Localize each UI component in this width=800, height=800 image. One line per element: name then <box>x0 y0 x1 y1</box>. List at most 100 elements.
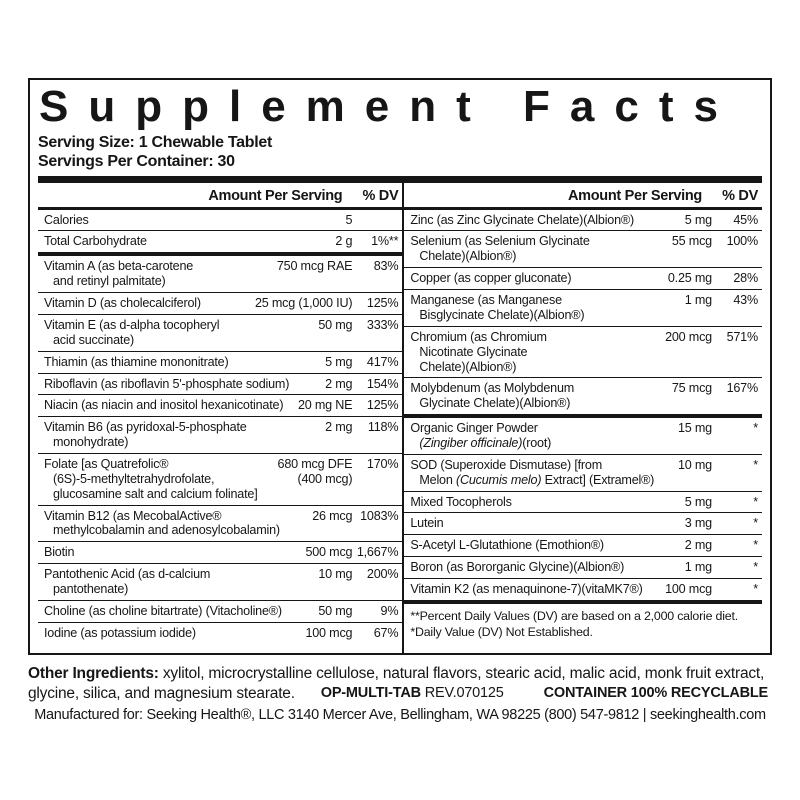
table-row: Vitamin K2 (as menaquinone-7)(vitaMK7®) 1… <box>404 579 762 604</box>
serving-size: Serving Size: 1 Chewable Tablet <box>38 133 273 151</box>
nutrient-name: Vitamin K2 (as menaquinone-7)(vitaMK7®) <box>410 581 643 596</box>
amount-value: 3 mg <box>684 516 712 531</box>
amount-value: 26 mcg <box>312 508 353 523</box>
table-row: Vitamin B12 (as MecobalActive® methylcob… <box>38 506 403 543</box>
amount-value: 100 mcg <box>665 581 712 596</box>
table-row: Molybdenum (as Molybdenum Glycinate Chel… <box>404 378 762 419</box>
table-row: S-Acetyl L-Glutathione (Emothion®) 2 mg * <box>404 535 762 558</box>
amount-per-serving-header: Amount Per Serving <box>567 187 702 204</box>
dv-value: 45% <box>733 212 758 227</box>
nutrient-name: Chromium (as Chromium Nicotinate Glycina… <box>410 329 547 374</box>
nutrient-name-part: Extract] (Extramel®) <box>541 472 655 487</box>
amount-value: 2 mg <box>684 538 712 553</box>
nutrient-name: Manganese (as Manganese Bisglycinate Che… <box>410 293 585 322</box>
table-row: Riboflavin (as riboflavin 5'-phosphate s… <box>38 374 403 396</box>
dv-value: 125% <box>366 296 399 311</box>
nutrient-name: Iodine (as potassium iodide) <box>44 625 196 640</box>
right-mineral-rows: Zinc (as Zinc Glycinate Chelate)(Albion®… <box>404 210 762 419</box>
dv-value: 333% <box>366 317 399 332</box>
nutrient-name: Biotin <box>44 545 75 560</box>
amount-value: 200 mcg <box>665 329 712 344</box>
dv-value: 154% <box>366 376 399 391</box>
table-row: Organic Ginger Powder (Zingiber officina… <box>404 418 762 455</box>
table-row: Vitamin A (as beta-carotene and retinyl … <box>38 256 403 294</box>
nutrient-name-part: (Zingiber officinale) <box>419 435 523 450</box>
table-row: Biotin 500 mcg 1,667% <box>38 542 403 565</box>
amount-value: 25 mcg (1,000 IU) <box>254 296 353 311</box>
product-meta-line: OP-MULTI-TAB REV.070125 CONTAINER 100% R… <box>28 685 772 701</box>
table-row: SOD (Superoxide Dismutase) [from Melon (… <box>404 455 762 492</box>
dv-value: * <box>753 581 758 596</box>
nutrient-name: Pantothenic Acid (as d-calcium pantothen… <box>44 567 211 596</box>
nutrient-name: S-Acetyl L-Glutathione (Emothion®) <box>410 538 604 553</box>
nutrient-name: Vitamin B6 (as pyridoxal-5-phosphate mon… <box>44 420 247 450</box>
amount-value: 5 mg <box>684 494 712 509</box>
section-divider-bar <box>38 175 762 183</box>
nutrient-name-part: (Cucumis melo) <box>455 472 542 487</box>
amount-value: 1 mg <box>684 293 712 308</box>
table-row: Iodine (as potassium iodide) 100 mcg 67% <box>38 623 402 644</box>
nutrient-name: Organic Ginger Powder (Zingiber officina… <box>410 421 672 451</box>
nutrient-name: Niacin (as niacin and inositol hexanicot… <box>44 398 284 413</box>
nutrient-name: Vitamin E (as d-alpha tocopheryl acid su… <box>44 317 220 347</box>
amount-value: 2 mg <box>325 420 353 435</box>
dv-value: 67% <box>373 625 399 640</box>
dv-footnote: **Percent Daily Values (DV) are based on… <box>404 604 762 644</box>
nutrient-name: Zinc (as Zinc Glycinate Chelate)(Albion®… <box>410 212 634 227</box>
footnote-line-2: *Daily Value (DV) Not Established. <box>410 624 593 639</box>
nutrient-name: Copper (as copper gluconate) <box>410 271 572 286</box>
nutrient-name: Vitamin A (as beta-carotene and retinyl … <box>44 259 194 289</box>
table-row: Vitamin E (as d-alpha tocopheryl acid su… <box>38 315 403 352</box>
left-column-header: Amount Per Serving % DV <box>38 183 403 210</box>
supplement-facts-panel: Supplement Facts Serving Size: 1 Chewabl… <box>28 78 772 655</box>
amount-value: 750 mcg RAE <box>276 259 353 274</box>
product-code-group: OP-MULTI-TAB REV.070125 <box>321 685 504 701</box>
right-column-header: Amount Per Serving % DV <box>404 183 762 210</box>
left-rows: Calories 5 Total Carbohydrate 2 g 1%** Vitami… <box>38 210 403 644</box>
table-row: Pantothenic Acid (as d-calcium pantothen… <box>38 564 403 601</box>
nutrient-name-part: SOD (Superoxide Dismutase) [from Melon <box>410 457 603 487</box>
nutrient-name: SOD (Superoxide Dismutase) [from Melon (… <box>410 458 672 488</box>
nutrient-name-part: Organic Ginger Powder <box>410 421 538 436</box>
amount-value: 15 mg <box>677 421 712 436</box>
amount-value: 50 mg <box>318 603 353 618</box>
dv-value: 125% <box>366 398 399 413</box>
amount-value: 20 mg NE <box>297 398 353 413</box>
dv-value: * <box>753 516 758 531</box>
manufacturer-line: Manufactured for: Seeking Health®, LLC 3… <box>34 706 766 723</box>
dv-value: * <box>753 494 758 509</box>
table-row: Choline (as choline bitartrate) (Vitacho… <box>38 601 403 623</box>
table-row: Zinc (as Zinc Glycinate Chelate)(Albion®… <box>404 210 762 232</box>
revision-number: REV.070125 <box>424 684 504 701</box>
table-row: Manganese (as Manganese Bisglycinate Che… <box>404 290 762 327</box>
amount-value: 5 <box>345 212 353 227</box>
dv-value: 417% <box>366 354 399 369</box>
amount-value: 75 mcg <box>671 381 712 396</box>
amount-value: 10 mg <box>677 457 712 472</box>
table-row: Folate [as Quatrefolic® (6S)-5-methyltet… <box>38 454 403 506</box>
dv-value: 100% <box>726 234 759 249</box>
amount-value: 50 mg <box>318 317 353 332</box>
dv-value: 200% <box>366 567 399 582</box>
dv-header: % DV <box>722 187 758 204</box>
other-ingredients: Other Ingredients: xylitol, microcrystal… <box>28 664 772 705</box>
table-row: Total Carbohydrate 2 g 1%** <box>38 231 403 257</box>
dv-value: 28% <box>733 271 758 286</box>
amount-value: 5 mg <box>684 212 712 227</box>
other-ingredients-label: Other Ingredients: <box>28 665 159 682</box>
dv-value: 571% <box>726 329 759 344</box>
dv-value: 83% <box>373 259 399 274</box>
dv-value: 170% <box>366 456 399 471</box>
dv-value: * <box>753 457 758 472</box>
nutrient-name: Boron (as Bororganic Glycine)(Albion®) <box>410 560 625 575</box>
dv-value: * <box>753 560 758 575</box>
product-code: OP-MULTI-TAB <box>320 684 421 701</box>
nutrient-name: Selenium (as Selenium Glycinate Chelate)… <box>410 234 590 264</box>
amount-value: 10 mg <box>318 567 353 582</box>
nutrient-name: Molybdenum (as Molybdenum Glycinate Chel… <box>410 381 575 411</box>
amount-value: 680 mcg DFE (400 mcg) <box>277 456 353 486</box>
nutrient-name: Vitamin D (as cholecalciferol) <box>44 296 201 311</box>
table-row: Boron (as Bororganic Glycine)(Albion®) 1 … <box>404 557 762 579</box>
amount-value: 1 mg <box>684 560 712 575</box>
facts-columns: Amount Per Serving % DV Calories 5 Total C… <box>38 182 762 653</box>
